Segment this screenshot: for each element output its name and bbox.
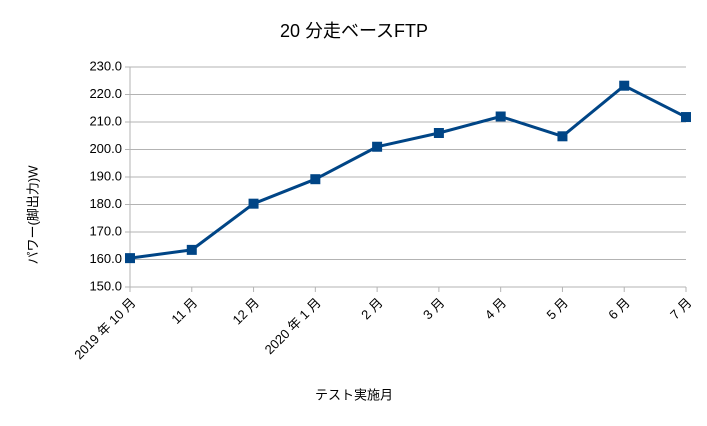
y-tick-label: 210.0 [89, 113, 122, 128]
chart-title: 20 分走ベースFTP [280, 21, 428, 41]
x-tick-label: 12 月 [230, 295, 263, 328]
x-tick-label: 2 月 [358, 295, 385, 322]
x-tick-label: 4 月 [482, 295, 509, 322]
y-tick-label: 190.0 [89, 168, 122, 183]
y-tick-label: 180.0 [89, 196, 122, 211]
y-tick-label: 230.0 [89, 58, 122, 73]
data-point [125, 253, 135, 264]
x-tick-label: 2019 年 10 月 [71, 295, 138, 362]
y-tick-label: 200.0 [89, 141, 122, 156]
x-tick-label: 5 月 [544, 295, 571, 322]
y-tick-label: 220.0 [89, 86, 122, 101]
data-point [681, 112, 691, 123]
x-tick-label: 3 月 [420, 295, 447, 322]
x-tick-label: 7 月 [667, 295, 694, 322]
y-tick-label: 160.0 [89, 251, 122, 266]
y-tick-label: 170.0 [89, 223, 122, 238]
data-point [433, 128, 444, 138]
data-point [372, 141, 383, 152]
x-tick-label: 6 月 [605, 295, 632, 322]
y-tick-label: 150.0 [89, 278, 122, 293]
data-point [248, 198, 259, 209]
data-point [495, 111, 506, 122]
data-point [310, 174, 321, 185]
x-tick-label: 11 月 [168, 295, 200, 327]
data-point [186, 244, 197, 255]
data-point [557, 131, 568, 142]
data-point [619, 80, 630, 91]
x-axis-label: テスト実施月 [315, 387, 393, 402]
series-line [129, 84, 687, 260]
x-tick-label: 2020 年 1 月 [262, 295, 324, 357]
y-axis-label: パワー(脚出力)W [25, 165, 40, 265]
